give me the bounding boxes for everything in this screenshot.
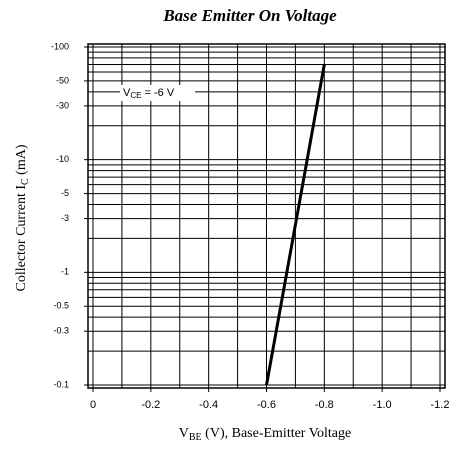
x-tick-label: -0.6 — [257, 399, 276, 411]
annotation-part: = -6 V — [141, 87, 174, 99]
y-tick-label: -0.3 — [53, 326, 69, 336]
x-axis-label-sub: BE — [189, 432, 202, 443]
annotation-part: CE — [130, 91, 141, 100]
y-tick-label: -0.1 — [53, 379, 69, 389]
y-tick-label: -30 — [56, 100, 69, 110]
data-line — [265, 64, 326, 386]
annotation-part: V — [123, 87, 131, 99]
y-tick-label: -100 — [51, 41, 69, 51]
x-axis-label-part: (V), Base-Emitter Voltage — [202, 426, 352, 441]
y-tick-label: -50 — [56, 75, 69, 85]
y-axis-label: Collector Current IC (mA) — [14, 144, 31, 291]
grid — [87, 43, 446, 389]
y-tick-label: -0.5 — [53, 301, 69, 311]
annotation-bg — [120, 85, 195, 101]
y-axis-label-sub: C — [20, 178, 31, 185]
x-tick-label: 0 — [90, 399, 96, 411]
y-tick-label: -5 — [61, 188, 69, 198]
x-tick-label: -0.4 — [199, 399, 218, 411]
y-axis-label-part: Collector Current I — [14, 185, 29, 292]
y-tick-label: -1 — [61, 267, 69, 277]
x-axis-label-part: V — [179, 426, 189, 441]
y-tick-label: -10 — [56, 154, 69, 164]
y-tick-label: -3 — [61, 213, 69, 223]
x-axis-label: VBE (V), Base-Emitter Voltage — [179, 426, 351, 443]
chart-title: Base Emitter On Voltage — [162, 6, 337, 25]
y-axis-label-part: (mA) — [14, 144, 29, 178]
x-tick-label: -0.2 — [141, 399, 160, 411]
x-tick-label: -0.8 — [315, 399, 334, 411]
x-tick-label: -1.2 — [431, 399, 450, 411]
x-tick-label: -1.0 — [373, 399, 392, 411]
annotation: VCE = -6 V — [123, 87, 175, 100]
